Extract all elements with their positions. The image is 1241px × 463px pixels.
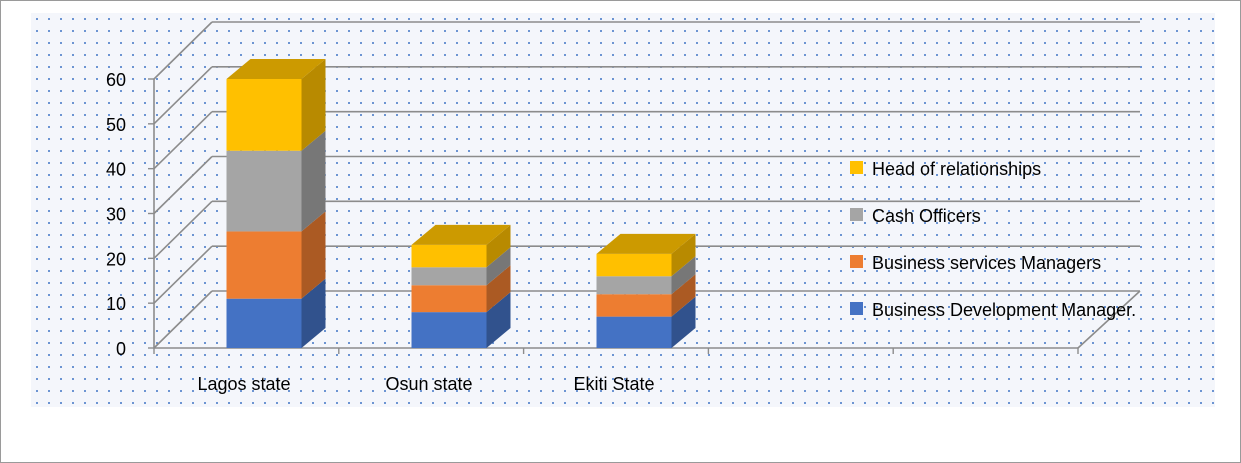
x-axis-category-label: Lagos state bbox=[197, 374, 290, 394]
y-axis-tick-label: 50 bbox=[106, 115, 126, 135]
side-wall-gridline bbox=[153, 155, 213, 215]
bar-segment-side bbox=[301, 130, 326, 232]
floor-right-edge bbox=[1077, 290, 1141, 349]
bar-segment-side bbox=[671, 233, 696, 277]
bar-top-face bbox=[411, 224, 511, 245]
y-axis-tick-label: 60 bbox=[106, 70, 126, 90]
legend-swatch bbox=[850, 255, 863, 268]
bar-top-face bbox=[226, 59, 326, 79]
legend-label: Business services Managers bbox=[872, 253, 1101, 273]
bar-segment bbox=[596, 276, 672, 295]
bar-segment-side bbox=[486, 265, 511, 313]
legend-label: Cash Officers bbox=[872, 206, 981, 226]
y-axis-tick-label: 10 bbox=[106, 294, 126, 314]
bar-segment bbox=[226, 298, 302, 348]
bar-segment-side bbox=[301, 278, 326, 348]
side-wall-gridline bbox=[153, 290, 213, 349]
legend-swatch bbox=[850, 208, 863, 221]
bar-segment bbox=[226, 231, 302, 299]
side-wall-gridline bbox=[153, 111, 213, 170]
bar-top-face bbox=[596, 233, 696, 254]
bar-segment-side bbox=[486, 292, 511, 348]
y-axis-tick-label: 30 bbox=[106, 205, 126, 225]
legend-label: Business Development Manager. bbox=[872, 300, 1136, 320]
side-wall-gridline bbox=[153, 66, 213, 125]
bar-segment-side bbox=[671, 256, 696, 295]
legend-label: Head of relationships bbox=[872, 159, 1041, 179]
bar-segment-side bbox=[486, 247, 511, 286]
side-wall-gridline bbox=[153, 245, 213, 304]
side-wall-gridline bbox=[153, 200, 213, 259]
bar-segment-side bbox=[301, 59, 326, 151]
x-axis-category-label: Osun state bbox=[385, 374, 472, 394]
y-axis-tick-label: 0 bbox=[116, 339, 126, 359]
y-axis-tick-label: 40 bbox=[106, 160, 126, 180]
bar-segment bbox=[411, 285, 487, 313]
bar-segment bbox=[226, 150, 302, 232]
y-axis-tick-label: 20 bbox=[106, 249, 126, 269]
bar-segment bbox=[226, 79, 302, 151]
legend-swatch bbox=[850, 161, 863, 174]
legend-swatch bbox=[850, 302, 863, 315]
bar-segment bbox=[411, 267, 487, 286]
bar-segment bbox=[596, 316, 672, 348]
bar-segment bbox=[411, 244, 487, 268]
bar-segment bbox=[596, 253, 672, 277]
bar-segment-side bbox=[486, 224, 511, 268]
bar-segment-side bbox=[671, 274, 696, 317]
bar-segment bbox=[411, 312, 487, 348]
bar-segment-side bbox=[301, 211, 326, 299]
x-axis-category-label: Ekiti State bbox=[573, 374, 654, 394]
bar-segment-side bbox=[671, 296, 696, 348]
bar-segment bbox=[596, 294, 672, 317]
side-wall-gridline bbox=[153, 21, 213, 80]
